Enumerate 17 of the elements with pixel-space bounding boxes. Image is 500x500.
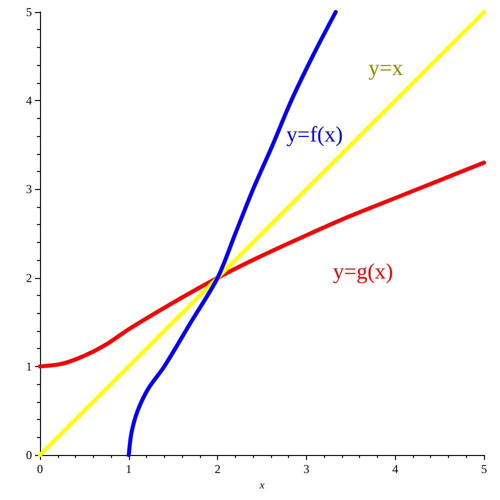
y-tick-label: 1 xyxy=(26,359,32,374)
y-tick-label: 3 xyxy=(26,182,32,196)
x-tick-label: 2 xyxy=(214,462,221,476)
x-axis-title: x xyxy=(258,479,265,492)
x-tick-label: 4 xyxy=(392,462,398,476)
x-tick-label: 0 xyxy=(37,462,43,476)
y-tick-label: 4 xyxy=(26,94,32,108)
y-tick-label: 5 xyxy=(26,5,32,19)
x-tick-label: 1 xyxy=(126,462,132,476)
series-label: y=g(x) xyxy=(333,258,394,284)
series-label: y=x xyxy=(368,54,403,80)
y-tick-label: 0 xyxy=(26,448,32,462)
series-label: y=f(x) xyxy=(286,121,343,146)
line-series xyxy=(38,160,486,368)
x-tick-label: 5 xyxy=(481,462,487,476)
y-tick-label: 2 xyxy=(26,270,32,285)
x-tick-label: 3 xyxy=(303,462,310,476)
